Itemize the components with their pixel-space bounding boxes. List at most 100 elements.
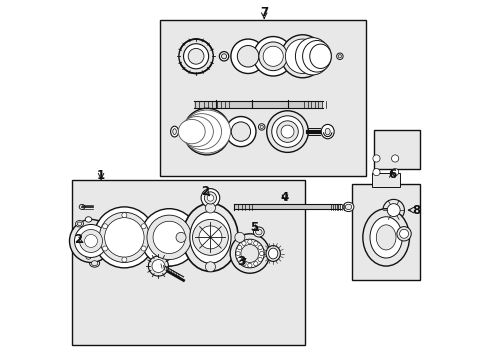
- Ellipse shape: [219, 51, 228, 61]
- Circle shape: [285, 39, 319, 73]
- Circle shape: [99, 212, 149, 262]
- Ellipse shape: [325, 129, 329, 135]
- Ellipse shape: [221, 54, 226, 59]
- Circle shape: [179, 39, 213, 73]
- Circle shape: [271, 116, 303, 147]
- Ellipse shape: [86, 255, 91, 259]
- Ellipse shape: [253, 227, 264, 237]
- Circle shape: [192, 220, 228, 255]
- Circle shape: [230, 39, 265, 73]
- Circle shape: [183, 44, 208, 69]
- Circle shape: [141, 224, 146, 229]
- Circle shape: [199, 226, 222, 249]
- Circle shape: [253, 37, 292, 76]
- Circle shape: [382, 199, 404, 221]
- Circle shape: [234, 232, 244, 242]
- Circle shape: [201, 189, 219, 207]
- Circle shape: [74, 225, 107, 257]
- Ellipse shape: [321, 125, 333, 139]
- Ellipse shape: [362, 209, 408, 266]
- Bar: [72, 180, 304, 345]
- Circle shape: [258, 246, 262, 250]
- Text: 4: 4: [280, 191, 288, 204]
- Ellipse shape: [89, 259, 100, 267]
- Ellipse shape: [268, 248, 277, 259]
- Circle shape: [176, 232, 185, 242]
- Ellipse shape: [399, 229, 408, 238]
- Ellipse shape: [180, 117, 213, 147]
- Circle shape: [241, 241, 245, 246]
- Ellipse shape: [258, 124, 264, 130]
- Circle shape: [263, 46, 283, 66]
- Circle shape: [230, 234, 269, 273]
- Circle shape: [237, 246, 241, 250]
- Circle shape: [188, 114, 224, 149]
- Ellipse shape: [172, 129, 176, 134]
- Circle shape: [391, 155, 398, 162]
- Circle shape: [281, 125, 293, 138]
- Ellipse shape: [182, 114, 221, 149]
- Circle shape: [207, 195, 213, 201]
- Circle shape: [225, 117, 255, 147]
- Bar: [194, 101, 323, 108]
- Circle shape: [84, 234, 97, 247]
- Ellipse shape: [343, 202, 353, 212]
- Ellipse shape: [396, 226, 410, 241]
- Circle shape: [141, 246, 146, 251]
- Bar: [160, 21, 366, 176]
- Ellipse shape: [338, 55, 341, 58]
- Circle shape: [140, 209, 198, 266]
- Circle shape: [205, 262, 215, 272]
- Circle shape: [259, 251, 264, 256]
- Circle shape: [204, 192, 216, 204]
- Circle shape: [258, 257, 262, 262]
- Ellipse shape: [302, 41, 330, 72]
- Ellipse shape: [84, 254, 92, 260]
- Circle shape: [241, 244, 258, 262]
- Circle shape: [386, 204, 399, 217]
- Circle shape: [80, 229, 102, 252]
- Circle shape: [247, 263, 251, 267]
- Circle shape: [266, 111, 308, 152]
- Circle shape: [147, 215, 191, 260]
- Circle shape: [122, 257, 126, 262]
- Bar: [233, 204, 341, 210]
- Ellipse shape: [255, 229, 262, 235]
- Ellipse shape: [77, 222, 81, 226]
- Circle shape: [237, 257, 241, 262]
- Text: 3: 3: [237, 255, 245, 268]
- Ellipse shape: [91, 261, 98, 266]
- Circle shape: [391, 168, 398, 176]
- Circle shape: [237, 45, 258, 67]
- Circle shape: [104, 218, 144, 257]
- Ellipse shape: [76, 221, 83, 227]
- Circle shape: [241, 262, 245, 266]
- Circle shape: [276, 121, 298, 142]
- Circle shape: [152, 260, 164, 273]
- Circle shape: [153, 221, 185, 253]
- Ellipse shape: [85, 217, 92, 222]
- Ellipse shape: [265, 246, 280, 261]
- Circle shape: [69, 220, 112, 262]
- Text: 2: 2: [74, 233, 81, 246]
- Bar: [373, 130, 419, 169]
- Circle shape: [102, 246, 107, 251]
- Ellipse shape: [260, 125, 263, 129]
- Ellipse shape: [182, 203, 238, 271]
- Text: 7: 7: [260, 6, 268, 19]
- Ellipse shape: [295, 38, 329, 75]
- Ellipse shape: [369, 217, 402, 258]
- Circle shape: [372, 155, 379, 162]
- Text: 2: 2: [201, 185, 209, 198]
- Ellipse shape: [79, 204, 85, 210]
- Circle shape: [102, 224, 107, 229]
- Circle shape: [188, 48, 203, 64]
- Ellipse shape: [178, 120, 205, 144]
- Bar: [351, 184, 419, 280]
- Circle shape: [253, 241, 258, 246]
- Circle shape: [122, 213, 126, 218]
- Bar: [371, 173, 399, 187]
- Circle shape: [235, 239, 264, 268]
- Ellipse shape: [336, 53, 343, 59]
- Circle shape: [231, 122, 250, 141]
